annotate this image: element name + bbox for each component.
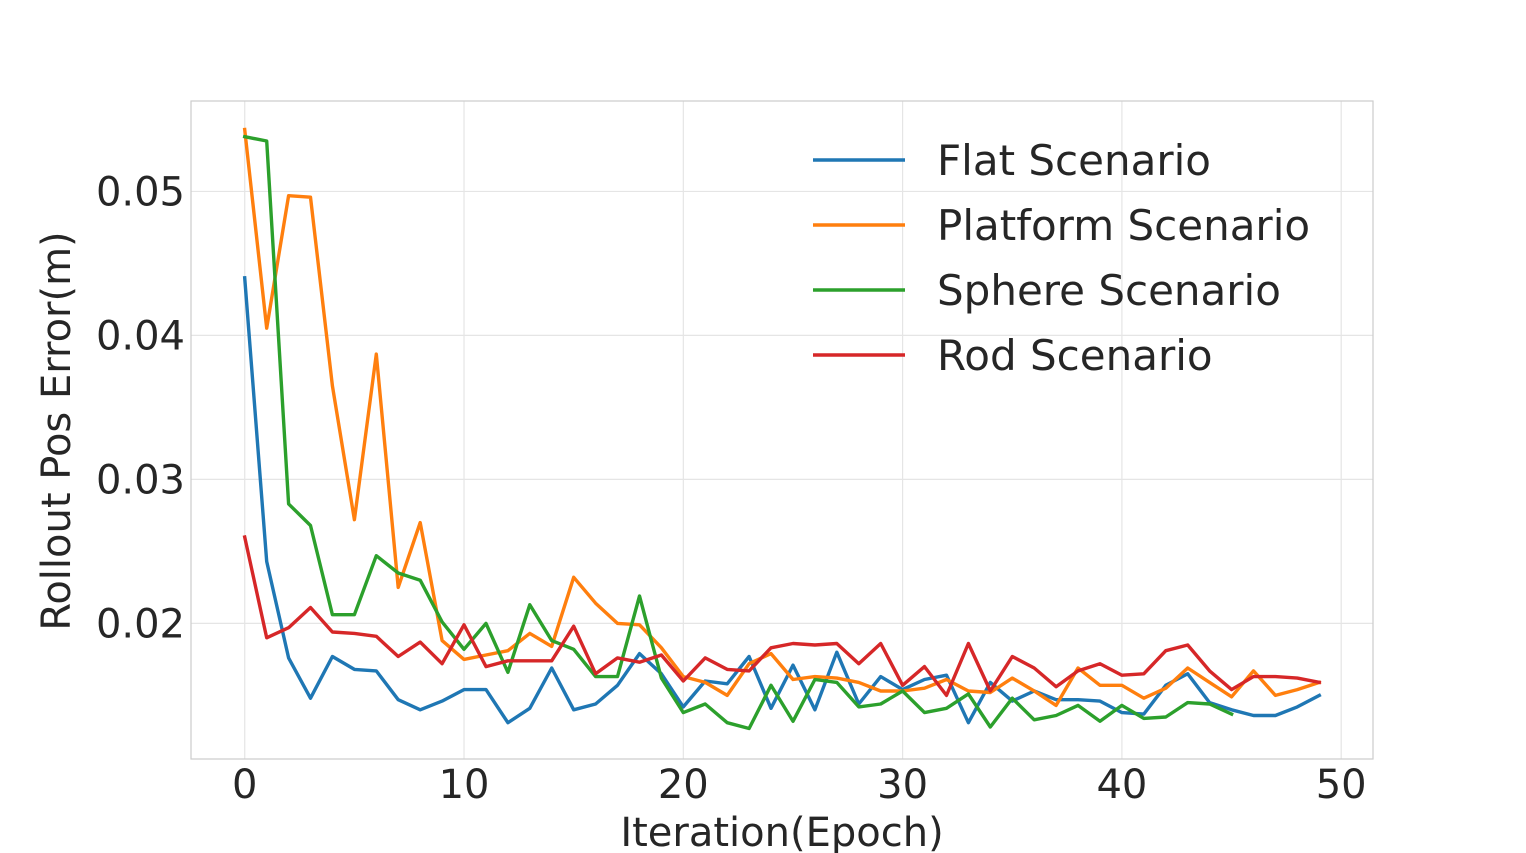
plot-frame — [190, 100, 1374, 760]
legend-label: Rod Scenario — [937, 331, 1213, 380]
legend-label: Flat Scenario — [937, 136, 1211, 185]
x-axis-ticks: 0 10 20 30 40 50 — [232, 762, 1367, 808]
y-tick-label: 0.04 — [96, 313, 185, 359]
series-line-platform-scenario — [242, 127, 1322, 708]
series-line-rod-scenario — [242, 534, 1322, 698]
x-tick-label: 10 — [439, 762, 490, 808]
y-axis-ticks: 0.02 0.03 0.04 0.05 — [96, 169, 185, 647]
y-tick-label: 0.02 — [96, 601, 185, 647]
x-tick-label: 50 — [1316, 762, 1367, 808]
series-lines — [242, 127, 1322, 731]
y-tick-label: 0.03 — [96, 457, 185, 503]
grid — [191, 101, 1373, 759]
x-tick-label: 20 — [658, 762, 709, 808]
legend-label: Sphere Scenario — [937, 266, 1281, 315]
x-tick-label: 30 — [877, 762, 928, 808]
x-tick-label: 0 — [232, 762, 257, 808]
legend-label: Platform Scenario — [937, 201, 1310, 250]
x-tick-label: 40 — [1096, 762, 1147, 808]
y-tick-label: 0.05 — [96, 169, 185, 215]
x-axis-label: Iteration(Epoch) — [620, 810, 943, 853]
legend: Flat Scenario Platform Scenario Sphere Sce… — [813, 136, 1310, 380]
series-line-sphere-scenario — [242, 134, 1234, 731]
series-line-flat-scenario — [242, 275, 1322, 725]
y-axis-label: Rollout Pos Error(m) — [34, 231, 80, 630]
